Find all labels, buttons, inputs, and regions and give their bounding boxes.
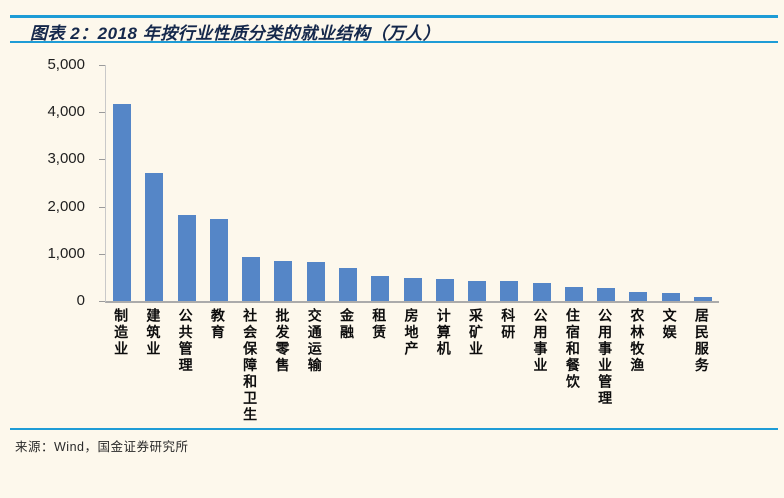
bar-居民服务 (693, 297, 712, 301)
bar-交通运输 (306, 262, 325, 301)
x-axis-category-label: 批发零售 (274, 308, 291, 374)
y-axis-tick-mark (99, 206, 105, 208)
x-axis-category-label: 计算机 (435, 308, 452, 358)
employment-bar-chart: 0 1,000 2,000 3,000 4,000 5,000 制造业 建筑业 公共管理 教育 社会… (47, 56, 719, 424)
top-rule (10, 15, 778, 18)
y-axis-tick-label: 3,000 (47, 150, 85, 168)
y-axis-tick-mark (99, 301, 105, 302)
x-axis-category-label: 居民服务 (693, 308, 710, 374)
x-axis-category-label: 农林牧渔 (629, 308, 646, 374)
x-axis-category-label: 社会保障和卫生 (242, 308, 259, 424)
bar-房地产 (403, 278, 422, 301)
x-axis-category-label: 公用事业 (532, 308, 549, 374)
x-axis-category-label: 制造业 (113, 308, 130, 358)
y-axis-tick-label: 5,000 (47, 56, 85, 73)
title-underline-rule (10, 41, 778, 43)
bar-公用事业 (532, 282, 551, 301)
x-axis-category-label: 采矿业 (468, 308, 485, 358)
figure-title: 图表 2：2018 年按行业性质分类的就业结构（万人） (30, 24, 441, 43)
bar-住宿和餐饮 (564, 287, 583, 301)
bar-文娱 (661, 293, 680, 301)
bar-教育 (209, 218, 228, 301)
y-axis-tick-mark (99, 253, 105, 255)
x-axis-category-label: 建筑业 (145, 308, 162, 358)
bottom-rule (10, 428, 778, 430)
bar-批发零售 (274, 260, 293, 301)
y-axis-tick-label: 0 (76, 292, 85, 309)
plot-area (105, 65, 719, 303)
y-axis-tick-mark (99, 159, 105, 161)
bar-采矿业 (468, 280, 487, 301)
x-axis-category-label: 交通运输 (306, 308, 323, 374)
bar-制造业 (113, 103, 132, 301)
x-axis-category-label: 住宿和餐饮 (564, 308, 581, 391)
bar-金融 (338, 268, 357, 301)
bar-科研 (500, 281, 519, 301)
x-axis-category-label: 金融 (338, 308, 355, 341)
y-axis-tick-mark (99, 65, 105, 66)
bar-公共管理 (177, 214, 196, 301)
bar-租赁 (371, 275, 390, 301)
x-axis-category-label: 房地产 (403, 308, 420, 358)
x-axis-category-label: 租赁 (371, 308, 388, 341)
x-axis-category-label: 公共管理 (177, 308, 194, 374)
x-axis-category-label: 文娱 (661, 308, 678, 341)
y-axis-tick-label: 4,000 (47, 103, 85, 121)
x-axis-category-label: 科研 (500, 308, 517, 341)
x-axis-category-label: 教育 (209, 308, 226, 341)
y-axis-tick-mark (99, 112, 105, 114)
bar-公用事业管理 (597, 287, 616, 301)
bar-社会保障和卫生 (242, 256, 261, 301)
bar-建筑业 (145, 172, 164, 301)
y-axis-tick-label: 1,000 (47, 244, 85, 262)
bar-农林牧渔 (629, 292, 648, 301)
y-axis-tick-label: 2,000 (47, 197, 85, 215)
source-note: 来源：Wind，国金证券研究所 (15, 440, 189, 454)
x-axis-category-label: 公用事业管理 (597, 308, 614, 407)
bar-计算机 (435, 279, 454, 301)
